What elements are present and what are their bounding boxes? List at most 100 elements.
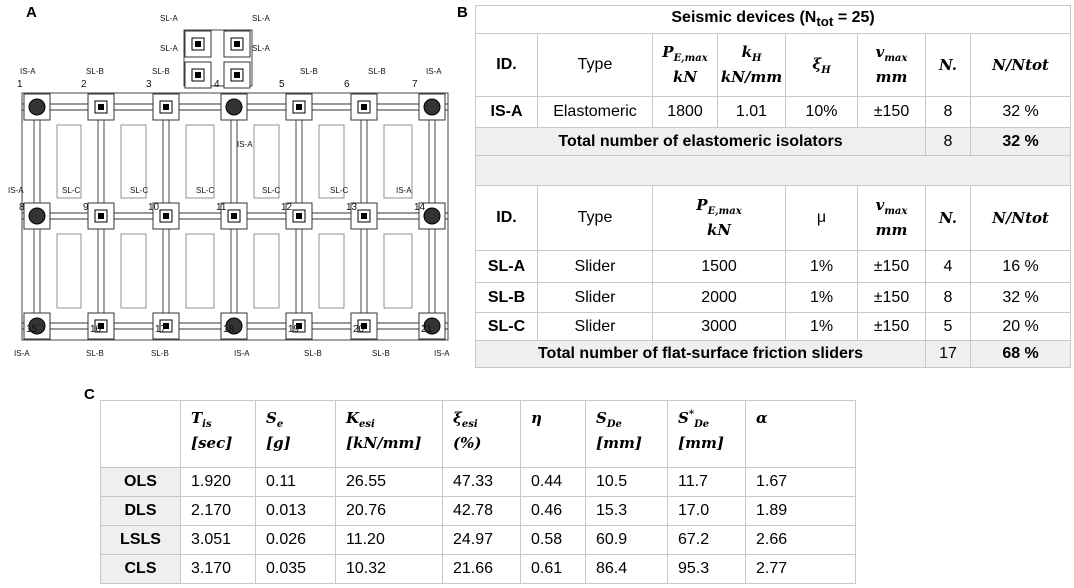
slider [159,319,173,333]
device-label: SL-B [152,67,170,76]
isolator [423,98,441,116]
isolator [423,317,441,335]
superscript: * [688,409,695,420]
symbol: N/Ntot [992,208,1049,227]
subscript: is [202,419,212,430]
header-cell: vmax mm [857,185,926,251]
table-cell: 26.55 [335,467,443,497]
header-cell: N. [925,33,971,97]
table-cell: 0.013 [255,496,336,526]
table-cell: 32 % [969,282,1072,313]
table-c: Tis [sec] Se [g] Kesi [kN/mm] ξesi (%) η SDe [mm] S… [100,400,856,584]
device-label: SL-B [368,67,386,76]
isolator [225,98,243,116]
math-header: η [531,407,585,430]
node-number: 20 [353,324,365,335]
table-row: OLS 1.920 0.11 26.55 47.33 0.44 10.5 11.7 1.67 [100,467,856,497]
table-cell: 1% [785,250,858,283]
node-number: 9 [83,202,89,213]
table-cell: 0.46 [520,496,586,526]
device-label: SL-C [62,186,80,195]
room [253,233,280,309]
table-b: Seismic devices (Ntot = 25) ID. Type PE,max… [474,5,1072,368]
subscript: max [884,206,908,218]
table-cell: Slider [537,312,653,341]
device-label: SL-B [151,349,169,358]
table-row [474,155,1072,186]
math-header: Tis [sec] [191,407,255,455]
table-cell: 10.5 [585,467,668,497]
total-cell: 32 % [969,127,1072,156]
symbol: N/Ntot [992,55,1049,74]
plan-outline [21,92,449,341]
table-cell: 21.66 [442,554,521,584]
slider-core [98,323,104,329]
table-cell: 1% [785,312,858,341]
header-cell: kH kN/mm [717,33,786,97]
table-cell: 5 [925,312,971,341]
slider [94,209,108,223]
row-label: OLS [100,467,181,497]
slider-core [195,41,201,47]
isolator [28,317,46,335]
slider-core [296,104,302,110]
node-number: 2 [81,79,87,90]
device-pad [152,93,180,121]
node-number: 17 [155,324,167,335]
slider-core [98,104,104,110]
symbol: α [756,409,768,427]
table-cell: 67.2 [667,525,746,555]
math-header: Se [g] [266,407,335,455]
room [185,124,215,199]
device-label: SL-A [160,44,178,53]
node-number: 10 [148,202,160,213]
unit: kN [706,221,732,240]
title-sub: tot [816,14,834,30]
table-cell: 0.61 [520,554,586,584]
device-label: SL-B [304,349,322,358]
device-label: IS-A [434,349,450,358]
header-cell: vmax mm [857,33,926,97]
unit: mm [875,68,908,87]
table-cell: 8 [925,96,971,128]
table-cell: 86.4 [585,554,668,584]
isolator [28,98,46,116]
table-cell: SL-A [475,250,538,283]
title-text: Seismic devices (N [671,9,817,27]
isolator [423,207,441,225]
header-cell: PE,max kN [652,185,786,251]
table-row: Tis [sec] Se [g] Kesi [kN/mm] ξesi (%) η SDe [mm] S… [100,400,856,468]
slider-core [98,213,104,219]
subscript: H [751,53,762,65]
node-number: 1 [17,79,23,90]
slider [191,68,205,82]
table-row: IS-A Elastomeric 1800 1.01 10% ±150 8 32 % [475,96,1072,128]
header-cell: Tis [sec] [180,400,256,468]
table-cell: 95.3 [667,554,746,584]
unit: [g] [266,434,291,452]
slider [230,37,244,51]
device-pad [418,312,446,340]
device-label: SL-B [86,349,104,358]
total-cell: 68 % [969,340,1072,368]
device-pad [418,202,446,230]
subscript: De [694,419,710,430]
slider [357,209,371,223]
table-cell: 1800 [652,96,718,128]
slider [357,319,371,333]
table-cell: 1.920 [180,467,256,497]
node-number: 14 [414,202,426,213]
node-number: 19 [288,324,300,335]
slider [94,100,108,114]
row-label: CLS [100,554,181,584]
table-cell: ±150 [857,250,926,283]
slider-core [163,213,169,219]
table-cell: 1% [785,282,858,313]
table-cell: 17.0 [667,496,746,526]
device-label: SL-B [372,349,390,358]
room [56,233,82,309]
symbol: k [741,43,752,62]
subscript: De [606,419,622,430]
table-row: Seismic devices (Ntot = 25) [474,5,1072,34]
table-cell: 3.170 [180,554,256,584]
